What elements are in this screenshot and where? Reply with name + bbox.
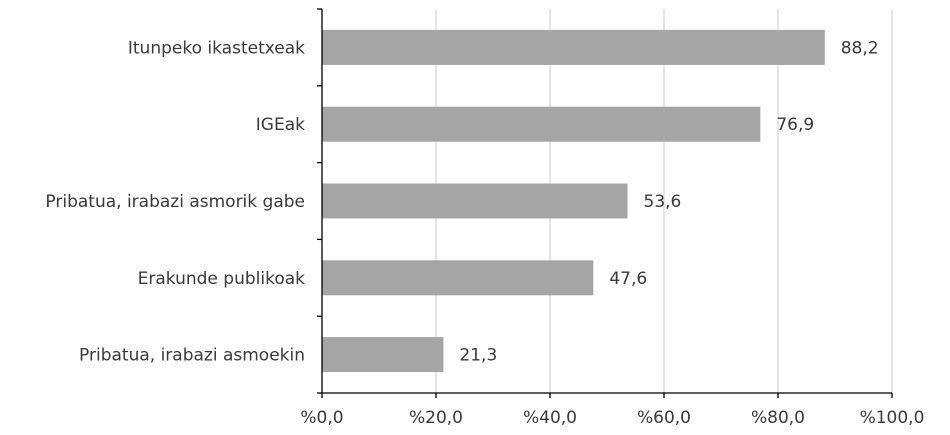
axes [317,8,893,398]
bar [322,260,594,296]
bars [322,29,825,373]
x-tick-label: %0,0 [300,408,343,428]
data-label: 47,6 [609,269,647,289]
x-tick-label: %100,0 [860,408,925,428]
x-tick-label: %40,0 [523,408,577,428]
data-label: 21,3 [459,346,497,366]
x-tick-label: %80,0 [751,408,805,428]
bar [322,106,761,142]
bar [322,337,444,373]
data-label: 76,9 [776,115,814,135]
gridlines [435,9,893,393]
data-label: 88,2 [841,38,879,58]
category-label: Itunpeko ikastetxeak [128,38,305,58]
x-tick-label: %20,0 [409,408,463,428]
category-label: IGEak [256,115,305,135]
bar [322,183,628,219]
category-label: Pribatua, irabazi asmoekin [79,346,305,366]
data-label: 53,6 [644,192,682,212]
category-label: Erakunde publikoak [138,269,306,289]
x-tick-label: %60,0 [637,408,691,428]
labels: Itunpeko ikastetxeak 88,2 IGEak 76,9 Pribatu… [45,38,924,428]
bar [322,29,825,65]
category-label: Pribatua, irabazi asmorik gabe [45,192,305,212]
